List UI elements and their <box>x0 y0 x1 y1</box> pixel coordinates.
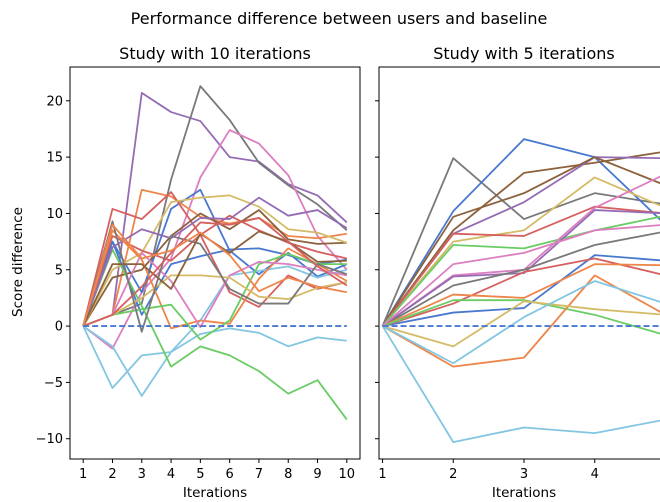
series-line-10 <box>382 209 660 327</box>
series-line-12 <box>382 254 660 327</box>
x-tick-label: 1 <box>79 467 87 482</box>
series-line-8 <box>381 215 660 327</box>
series-line-7 <box>381 205 660 327</box>
series-line-1 <box>82 92 348 327</box>
series-line-2 <box>381 138 660 327</box>
x-tick-label: 7 <box>255 467 263 482</box>
left-panel-frame <box>69 66 361 460</box>
series-line-14 <box>382 263 660 327</box>
y-tick-label: −5 <box>44 376 63 391</box>
right-panel-x-label: Iterations <box>492 485 556 501</box>
right-panel-title: Study with 5 iterations <box>433 44 615 63</box>
series-line-6 <box>381 176 660 327</box>
left-panel-title: Study with 10 iterations <box>119 44 311 63</box>
series-line-3 <box>381 151 660 327</box>
series-line-17 <box>382 300 660 348</box>
series-line-19 <box>82 220 348 333</box>
x-tick-label: 2 <box>108 467 116 482</box>
y-tick-label: 0 <box>55 320 63 335</box>
series-line-17 <box>82 251 347 329</box>
y-tick-label: 20 <box>46 94 63 109</box>
x-tick-label: 3 <box>520 467 528 482</box>
series-line-18 <box>382 280 660 365</box>
y-tick-label: −10 <box>36 432 63 447</box>
x-tick-label: 3 <box>138 467 146 482</box>
series-line-18 <box>82 274 347 327</box>
x-tick-label: 2 <box>449 467 457 482</box>
series-line-22 <box>82 223 347 327</box>
series-line-5 <box>82 188 347 327</box>
series-line-21 <box>82 217 348 327</box>
series-line-8 <box>82 194 348 327</box>
left-panel-x-ticks: 1 2 3 4 5 6 7 8 9 10 <box>79 459 355 482</box>
x-tick-label: 4 <box>591 467 599 482</box>
right-panel-y-ticks <box>375 100 379 440</box>
y-axis-label: Score difference <box>10 207 26 317</box>
left-panel-x-label: Iterations <box>183 485 247 501</box>
y-tick-label: 10 <box>46 207 63 222</box>
x-tick-label: 10 <box>339 467 356 482</box>
y-tick-label: 5 <box>55 263 63 278</box>
right-panel-series <box>381 138 660 444</box>
x-tick-label: 4 <box>167 467 175 482</box>
x-tick-label: 1 <box>378 467 386 482</box>
series-line-14 <box>82 196 348 327</box>
series-line-20 <box>381 224 660 327</box>
series-line-15 <box>82 229 348 330</box>
series-line-5 <box>381 156 660 327</box>
x-tick-label: 5 <box>196 467 204 482</box>
series-line-3 <box>82 129 348 350</box>
series-line-11 <box>382 231 660 327</box>
left-panel-series <box>82 85 348 421</box>
x-tick-label: 6 <box>226 467 234 482</box>
series-line-2 <box>82 85 348 327</box>
left-panel: Study with 10 iterations 1 2 3 4 5 6 7 8 9 10 −10… <box>36 44 361 501</box>
series-line-15 <box>382 299 660 335</box>
left-panel-y-ticks: −10 −5 0 5 10 15 20 <box>36 94 70 447</box>
series-line-10 <box>82 325 347 389</box>
series-line-19 <box>381 325 660 444</box>
figure-title: Performance difference between users and… <box>131 9 548 28</box>
x-tick-label: 8 <box>284 467 292 482</box>
series-line-16 <box>82 253 347 341</box>
y-tick-label: 15 <box>46 151 63 166</box>
x-tick-label: 9 <box>313 467 321 482</box>
series-line-6 <box>82 191 348 327</box>
